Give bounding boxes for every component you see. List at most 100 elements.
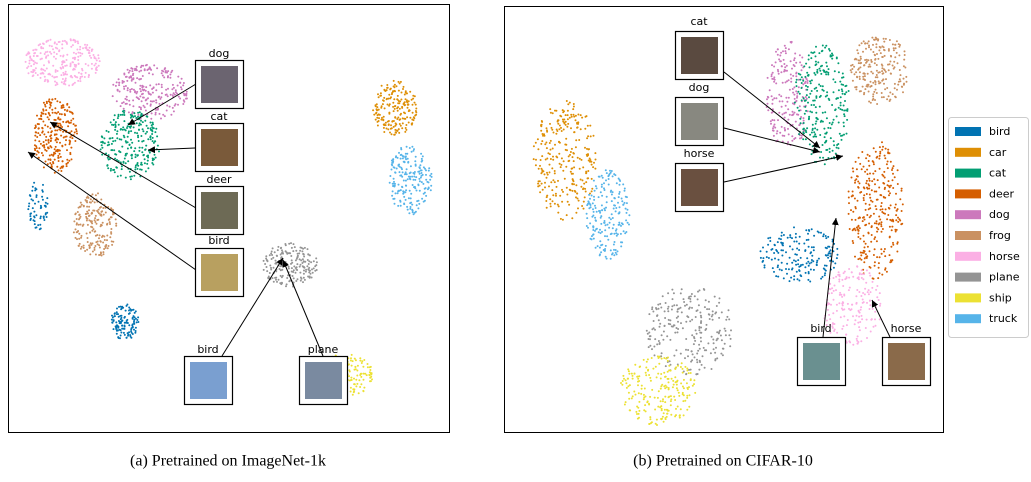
point	[137, 97, 139, 99]
point	[130, 178, 132, 180]
point	[577, 126, 579, 128]
point	[115, 327, 117, 329]
point	[720, 353, 722, 355]
point	[620, 245, 622, 247]
point	[815, 117, 817, 119]
point	[870, 71, 872, 73]
point	[633, 391, 635, 393]
point	[864, 59, 866, 61]
point	[112, 140, 114, 142]
point	[115, 321, 117, 323]
point	[702, 355, 704, 357]
point	[131, 80, 133, 82]
point	[846, 133, 848, 135]
point	[140, 135, 142, 137]
point	[862, 86, 864, 88]
point	[698, 304, 700, 306]
point	[426, 181, 428, 183]
point	[566, 126, 568, 128]
point	[87, 65, 89, 67]
point	[139, 85, 141, 87]
point	[692, 385, 694, 387]
point	[116, 100, 118, 102]
point	[872, 277, 874, 279]
point	[59, 142, 61, 144]
point	[92, 251, 94, 253]
point	[154, 154, 156, 156]
point	[135, 154, 137, 156]
point	[549, 198, 551, 200]
point	[397, 99, 399, 101]
point	[802, 264, 804, 266]
point	[664, 409, 666, 411]
point	[41, 152, 43, 154]
point	[270, 253, 272, 255]
point	[110, 228, 112, 230]
point	[787, 128, 789, 130]
point	[682, 393, 684, 395]
point	[305, 271, 307, 273]
point	[797, 278, 799, 280]
point	[690, 369, 692, 371]
point	[870, 291, 872, 293]
point	[413, 150, 415, 152]
point	[899, 220, 901, 222]
point	[575, 184, 577, 186]
point	[873, 178, 875, 180]
point	[689, 320, 691, 322]
point	[897, 84, 899, 86]
point	[813, 104, 815, 106]
point	[42, 43, 44, 45]
point	[780, 52, 782, 54]
point	[680, 292, 682, 294]
point	[116, 133, 118, 135]
point	[679, 417, 681, 419]
point	[552, 200, 554, 202]
point	[830, 56, 832, 58]
point	[861, 315, 863, 317]
point	[45, 136, 47, 138]
point	[120, 322, 122, 324]
point	[814, 100, 816, 102]
point	[811, 132, 813, 134]
point	[54, 98, 56, 100]
point	[533, 145, 535, 147]
point	[845, 91, 847, 93]
point	[776, 130, 778, 132]
point	[49, 51, 51, 53]
point	[656, 343, 658, 345]
point	[33, 182, 35, 184]
point	[304, 247, 306, 249]
point	[876, 223, 878, 225]
point	[605, 224, 607, 226]
point	[126, 76, 128, 78]
point	[618, 193, 620, 195]
point	[120, 128, 122, 130]
point	[535, 164, 537, 166]
point	[294, 246, 296, 248]
point	[78, 214, 80, 216]
point	[407, 107, 409, 109]
point	[858, 291, 860, 293]
point	[863, 199, 865, 201]
point	[628, 398, 630, 400]
point	[788, 79, 790, 81]
point	[47, 203, 49, 205]
point	[804, 249, 806, 251]
point	[567, 110, 569, 112]
point	[555, 193, 557, 195]
point	[554, 172, 556, 174]
point	[54, 129, 56, 131]
point	[891, 169, 893, 171]
point	[580, 186, 582, 188]
point	[552, 156, 554, 158]
point	[36, 136, 38, 138]
point	[726, 316, 728, 318]
point	[394, 183, 396, 185]
point	[121, 328, 123, 330]
point	[300, 280, 302, 282]
point	[791, 262, 793, 264]
point	[98, 237, 100, 239]
point	[87, 224, 89, 226]
point	[896, 89, 898, 91]
